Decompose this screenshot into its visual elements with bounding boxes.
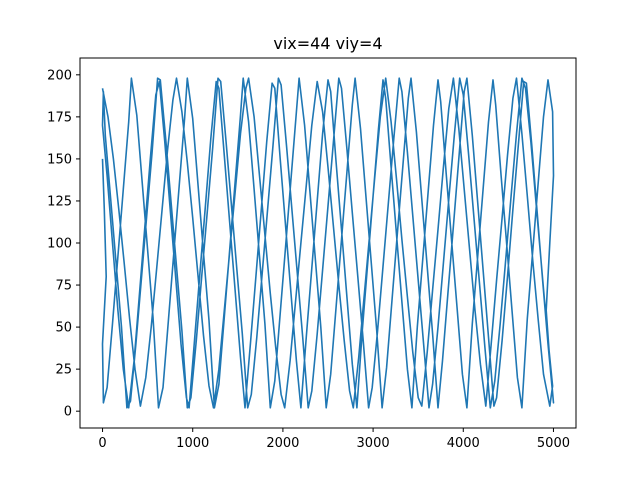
- y-tick-label: 50: [55, 321, 72, 336]
- x-tick-label: 2000: [266, 436, 299, 451]
- x-tick-label: 0: [98, 436, 106, 451]
- y-axis: 0 25 50 75 100 125 150 175 200: [47, 68, 80, 420]
- y-tick-label: 200: [47, 68, 72, 83]
- x-tick-label: 1000: [176, 436, 209, 451]
- y-tick-label: 0: [64, 405, 72, 420]
- x-tick-label: 5000: [537, 436, 570, 451]
- chart-title: vix=44 viy=4: [273, 34, 382, 53]
- series-line-0: [101, 77, 555, 409]
- y-tick-label: 25: [55, 363, 72, 378]
- x-tick-label: 4000: [447, 436, 480, 451]
- y-tick-label: 100: [47, 237, 72, 252]
- y-tick-label: 150: [47, 152, 72, 167]
- y-tick-label: 75: [55, 279, 72, 294]
- y-tick-label: 175: [47, 110, 72, 125]
- y-tick-label: 125: [47, 194, 72, 209]
- x-axis: 0 1000 2000 3000 4000 5000: [98, 428, 570, 451]
- series-layer: [101, 77, 555, 409]
- plot-area: [79, 57, 577, 429]
- x-tick-label: 3000: [357, 436, 390, 451]
